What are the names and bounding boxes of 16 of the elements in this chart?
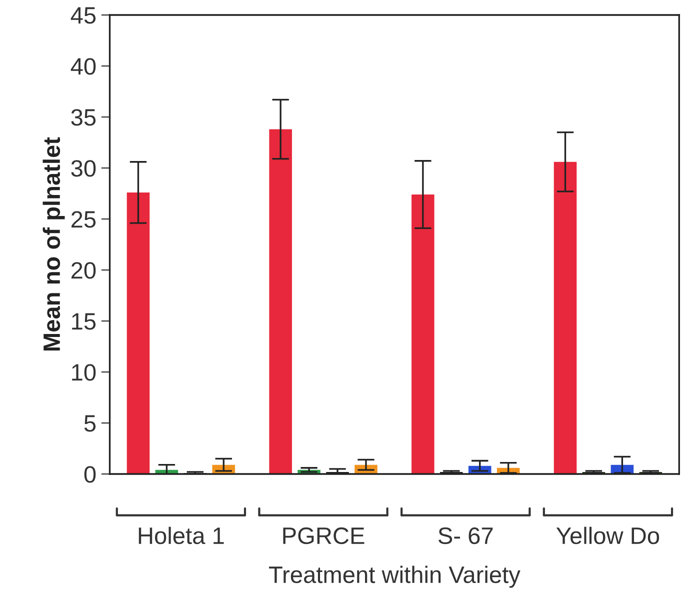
x-tick-label: Yellow Do: [556, 526, 660, 544]
y-tick-label: 40: [70, 58, 96, 75]
x-axis-title: Treatment within Variety: [269, 566, 520, 588]
y-tick-label: 35: [71, 109, 96, 126]
y-tick-label: 25: [71, 211, 96, 228]
y-tick-label: 10: [72, 364, 96, 381]
y-tick-label: 30: [71, 160, 96, 177]
y-tick-label: 45: [70, 7, 96, 24]
y-tick-label: 20: [71, 262, 96, 279]
x-tick-label: S- 67: [438, 527, 493, 544]
y-tick-label: 15: [72, 313, 96, 330]
y-tick-label: 5: [84, 415, 96, 432]
y-axis-title: Mean no of plnatlet: [42, 137, 65, 350]
y-tick-label: 0: [84, 466, 96, 483]
x-tick-label: Holeta 1: [138, 526, 224, 544]
x-tick-label: PGRCE: [283, 527, 364, 544]
